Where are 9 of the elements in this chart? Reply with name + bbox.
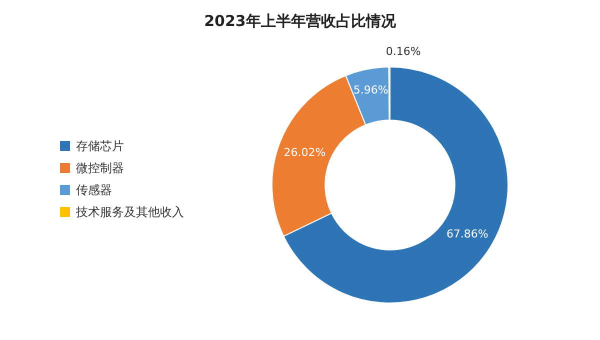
- data-label: 26.02%: [284, 146, 326, 160]
- data-label: 5.96%: [353, 83, 388, 96]
- legend-label: 传感器: [76, 183, 112, 197]
- legend-label: 技术服务及其他收入: [75, 205, 184, 219]
- data-label: 0.16%: [386, 45, 421, 58]
- data-label: 67.86%: [446, 228, 488, 241]
- chart-title: 2023年上半年营收占比情况: [204, 12, 397, 30]
- legend-label: 存储芯片: [76, 139, 124, 153]
- legend-label: 微控制器: [76, 161, 124, 175]
